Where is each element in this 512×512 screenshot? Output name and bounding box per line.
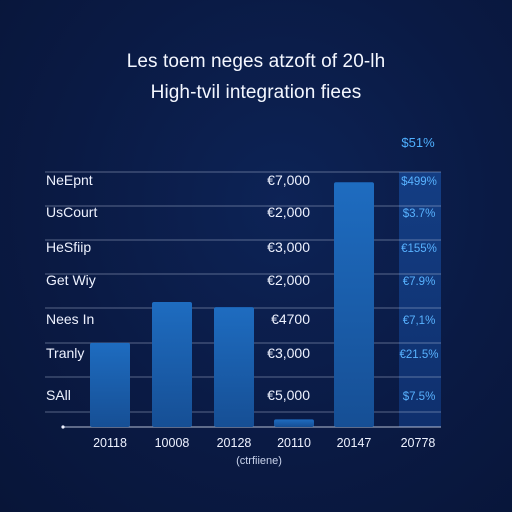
bar-10008 — [152, 302, 192, 427]
row-pct: €7,1% — [403, 315, 436, 327]
pct-column-header: $51% — [401, 135, 435, 150]
row-label: NeEpnt — [46, 172, 93, 188]
row-value: €2,000 — [267, 204, 310, 220]
x-axis-label: (ctrfiiene) — [236, 455, 282, 467]
row-value: €3,000 — [267, 345, 310, 361]
row-label: Get Wiy — [46, 272, 96, 288]
row-pct: €7.9% — [403, 276, 436, 288]
x-tick-label: 20110 — [277, 436, 311, 450]
row-pct: $7.5% — [403, 391, 436, 403]
x-tick-label: 20118 — [93, 436, 127, 450]
x-tick-label: 10008 — [155, 436, 190, 450]
row-value: €3,000 — [267, 239, 310, 255]
row-label: HeSfiip — [46, 239, 91, 255]
row-label: Nees In — [46, 311, 94, 327]
row-value: €5,000 — [267, 387, 310, 403]
highlight-column — [399, 172, 441, 427]
axis-origin-dot — [61, 425, 65, 429]
row-pct: $3.7% — [403, 208, 436, 220]
bar-20147 — [334, 182, 374, 427]
bar-20118 — [90, 342, 130, 427]
row-value: €4700 — [271, 311, 310, 327]
row-pct: €21.5% — [399, 349, 438, 361]
row-value: €7,000 — [267, 172, 310, 188]
bar-20110 — [274, 419, 314, 427]
bar-20128 — [214, 307, 254, 427]
x-tick-label: 20128 — [217, 436, 252, 450]
x-tick-label: 20147 — [337, 436, 372, 450]
row-value: €2,000 — [267, 272, 310, 288]
chart-subtitle: High-tvil integration fiees — [150, 82, 362, 103]
row-label: UsCourt — [46, 204, 97, 220]
row-label: Tranly — [46, 345, 84, 361]
row-label: SAll — [46, 387, 71, 403]
row-pct: €155% — [401, 243, 437, 255]
chart-title: Les toem neges atzoft of 20-lh — [126, 51, 386, 72]
x-tick-label: 20778 — [401, 436, 436, 450]
row-pct: $499% — [401, 176, 437, 188]
